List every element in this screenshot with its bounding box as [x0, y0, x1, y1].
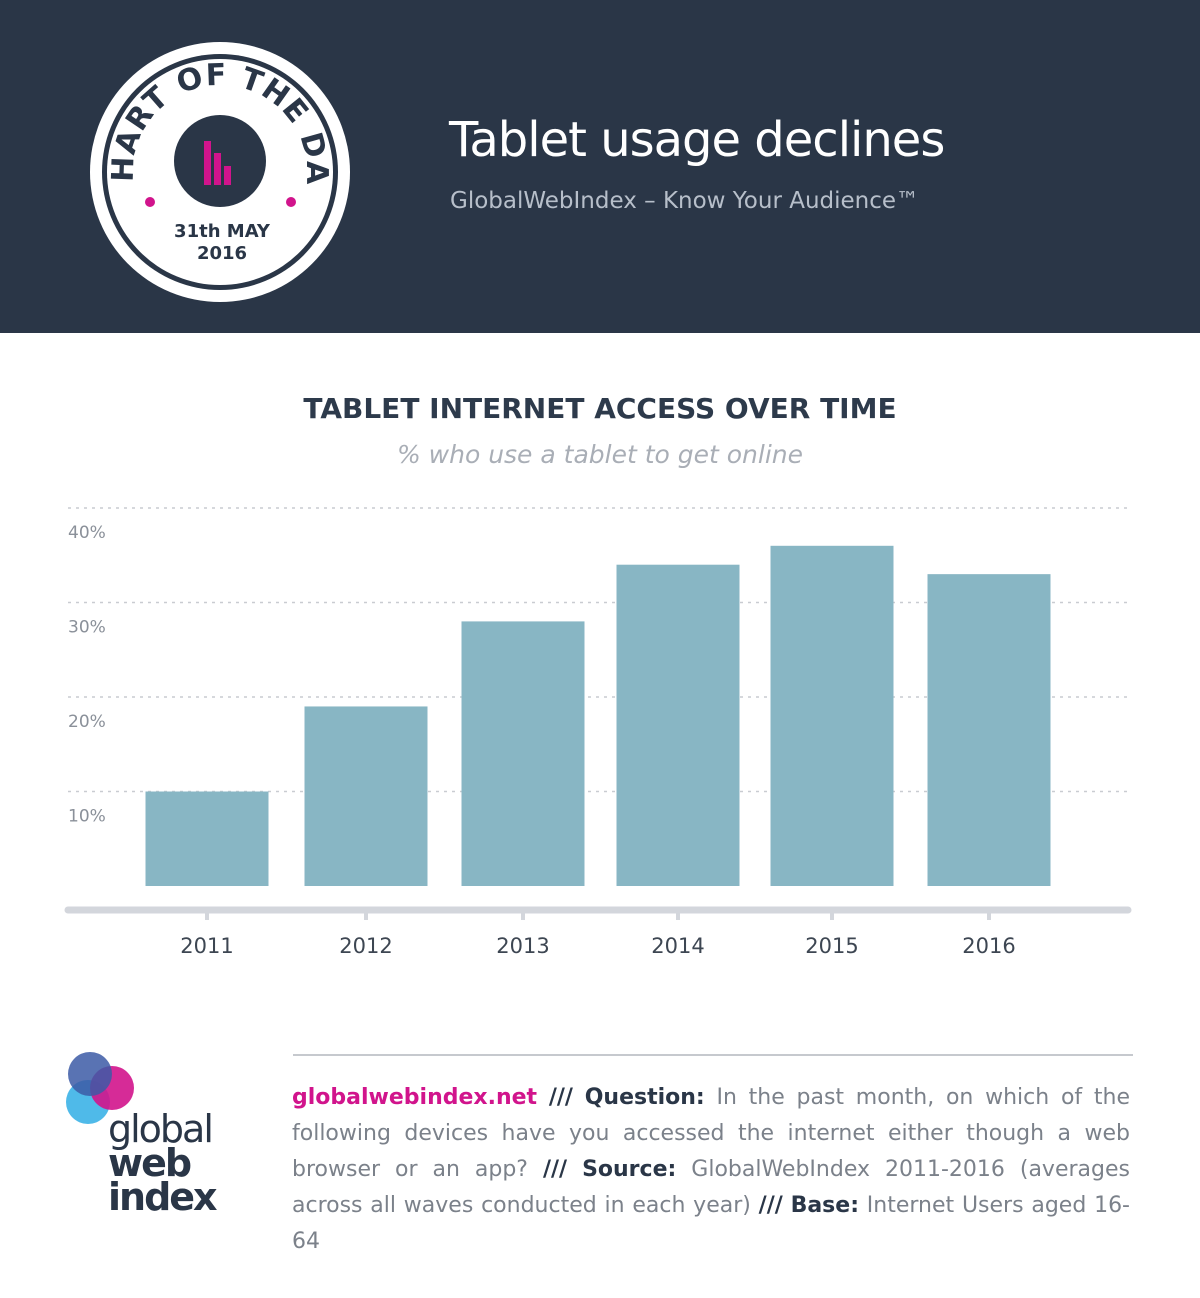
page-title: Tablet usage declines — [449, 112, 945, 168]
base-label: Base: — [790, 1193, 859, 1218]
tagline: GlobalWebIndex – Know Your Audience™ — [450, 188, 920, 214]
site-link[interactable]: globalwebindex.net — [292, 1085, 538, 1110]
bar-2012 — [304, 706, 428, 886]
badge-date-line1: 31th MAY — [174, 221, 271, 242]
bar-2013 — [461, 621, 585, 886]
header-banner: CHART OF THE DAY 31th MAY 2016 Tablet us… — [0, 0, 1200, 333]
y-tick-label: 40% — [68, 523, 106, 543]
question-label: Question: — [584, 1085, 705, 1110]
y-tick-label: 20% — [68, 712, 106, 732]
source-text: GlobalWebIndex 2011-2016 (averages acros… — [292, 1157, 1130, 1218]
bar-2011 — [145, 791, 269, 886]
chart-of-the-day-badge: CHART OF THE DAY 31th MAY 2016 — [88, 40, 350, 302]
badge-date-line2: 2016 — [197, 243, 247, 264]
bar-2014 — [616, 564, 740, 886]
bar-2015 — [770, 545, 894, 886]
logo-wordmark: global web index — [108, 1107, 218, 1219]
badge-bar-icon — [204, 141, 211, 185]
chart-subtitle: % who use a tablet to get online — [396, 440, 804, 469]
x-tick-label: 2015 — [805, 934, 858, 958]
x-tick-label: 2011 — [180, 934, 233, 958]
footnote: globalwebindex.net /// Question: In the … — [292, 1085, 1131, 1254]
source-label: Source: — [582, 1157, 677, 1182]
y-tick-label: 10% — [68, 807, 106, 827]
y-tick-label: 30% — [68, 618, 106, 638]
x-tick-label: 2014 — [651, 934, 704, 958]
bar-2016 — [927, 574, 1051, 886]
badge-dot-left — [145, 197, 155, 207]
globalwebindex-logo-icon — [66, 1052, 134, 1124]
base-text: Internet Users aged 16-64 — [292, 1193, 1131, 1254]
x-tick-label: 2013 — [496, 934, 549, 958]
question-text: In the past month, on which of the follo… — [292, 1085, 1131, 1182]
x-tick-label: 2012 — [339, 934, 392, 958]
footer-divider — [293, 1054, 1133, 1056]
chart-title: TABLET INTERNET ACCESS OVER TIME — [303, 392, 897, 425]
bar-chart: 10% 20% 30% 40% 2011 2012 2013 2014 2015 2016 — [64, 507, 1132, 958]
x-tick-label: 2016 — [962, 934, 1015, 958]
badge-dot-right — [286, 197, 296, 207]
